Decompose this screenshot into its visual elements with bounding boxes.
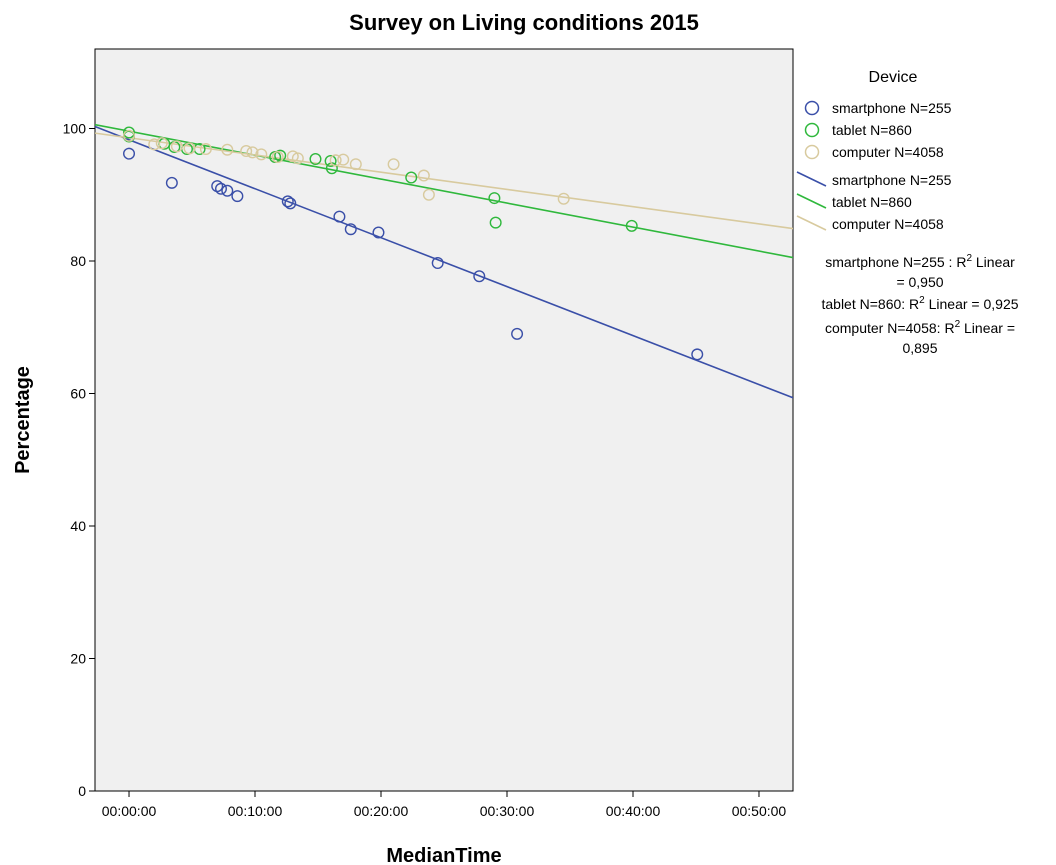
point-s1-11 — [405, 171, 418, 184]
legend-marker-label: tablet N=860 — [832, 122, 912, 138]
y-tick-label: 60 — [70, 386, 86, 402]
point-s0-11 — [431, 256, 444, 269]
point-s2-1 — [148, 138, 161, 151]
legend-line-1 — [796, 193, 827, 209]
point-s2-16 — [387, 158, 400, 171]
point-s0-9 — [344, 223, 357, 236]
point-s2-17 — [417, 169, 430, 182]
legend-line-label: smartphone N=255 — [832, 172, 952, 188]
y-axis-title: Percentage — [12, 366, 34, 474]
r2-annotation-2: computer N=4058: R2 Linear = — [825, 319, 1015, 336]
x-tick-label: 00:00:00 — [102, 803, 157, 819]
point-s2-5 — [199, 143, 212, 156]
r2-annotation-0: smartphone N=255 : R2 Linear — [825, 253, 1015, 270]
y-tick-label: 40 — [70, 518, 86, 534]
chart-title: Survey on Living conditions 2015 — [349, 10, 699, 35]
point-s1-14 — [625, 219, 638, 232]
point-s2-18 — [422, 188, 435, 201]
point-s0-4 — [221, 184, 234, 197]
legend-title: Device — [869, 69, 918, 86]
point-s0-7 — [284, 197, 297, 210]
point-s2-14 — [337, 153, 350, 166]
point-s2-9 — [255, 148, 268, 161]
legend-line-label: computer N=4058 — [832, 216, 944, 232]
legend-marker-2 — [804, 144, 820, 160]
legend-line-0 — [796, 171, 827, 187]
point-s0-6 — [281, 195, 294, 208]
legend-marker-label: computer N=4058 — [832, 144, 944, 160]
point-s0-8 — [333, 210, 346, 223]
y-axis: 0 20 40 60 80 100 — [63, 121, 95, 799]
point-s1-12 — [488, 192, 501, 205]
r2-annotation-0: = 0,950 — [896, 274, 943, 290]
x-tick-label: 00:10:00 — [228, 803, 283, 819]
point-s2-13 — [329, 154, 342, 167]
point-s2-7 — [240, 145, 253, 158]
x-tick-label: 00:30:00 — [480, 803, 535, 819]
point-s1-0 — [123, 126, 136, 139]
point-s0-1 — [165, 176, 178, 189]
x-axis-title: MedianTime — [386, 845, 501, 865]
x-axis: 00:00:00 00:10:00 00:20:00 00:30:00 00:40:00… — [102, 791, 787, 819]
x-tick-label: 00:50:00 — [732, 803, 787, 819]
legend: Device smartphone N=255 tablet N=860 compu… — [796, 69, 952, 232]
point-s2-2 — [155, 137, 168, 150]
point-s0-13 — [511, 327, 524, 340]
legend-line-2 — [796, 215, 827, 231]
legend-line-label: tablet N=860 — [832, 194, 912, 210]
legend-marker-label: smartphone N=255 — [832, 100, 952, 116]
point-s2-15 — [349, 158, 362, 171]
legend-marker-1 — [804, 122, 820, 138]
plot-area — [94, 48, 794, 792]
y-tick-label: 20 — [70, 651, 86, 667]
y-tick-label: 0 — [78, 783, 86, 799]
point-s0-14 — [691, 348, 704, 361]
point-s2-4 — [183, 142, 196, 155]
point-s0-10 — [372, 226, 385, 239]
point-s1-13 — [489, 216, 502, 229]
point-s2-8 — [246, 146, 259, 159]
point-s2-12 — [291, 152, 304, 165]
point-s2-11 — [286, 150, 299, 163]
point-s1-8 — [309, 152, 322, 165]
fit-line-0 — [95, 125, 793, 399]
y-tick-label: 80 — [70, 253, 86, 269]
data-points — [123, 126, 704, 361]
point-s0-5 — [231, 190, 244, 203]
r2-annotation-2: 0,895 — [902, 340, 937, 356]
point-s2-19 — [557, 192, 570, 205]
r-squared-notes: smartphone N=255 : R2 Linear = 0,950 table… — [821, 253, 1018, 356]
legend-marker-0 — [804, 100, 820, 116]
point-s2-0 — [123, 129, 136, 142]
y-tick-label: 100 — [63, 121, 87, 137]
point-s1-9 — [324, 154, 337, 167]
x-tick-label: 00:40:00 — [606, 803, 661, 819]
point-s2-10 — [271, 150, 284, 163]
point-s2-3 — [170, 140, 183, 153]
point-s0-12 — [473, 270, 486, 283]
x-tick-label: 00:20:00 — [354, 803, 409, 819]
point-s2-6 — [221, 143, 234, 156]
r2-annotation-1: tablet N=860: R2 Linear = 0,925 — [821, 295, 1018, 312]
point-s0-3 — [214, 182, 227, 195]
point-s0-0 — [123, 147, 136, 160]
